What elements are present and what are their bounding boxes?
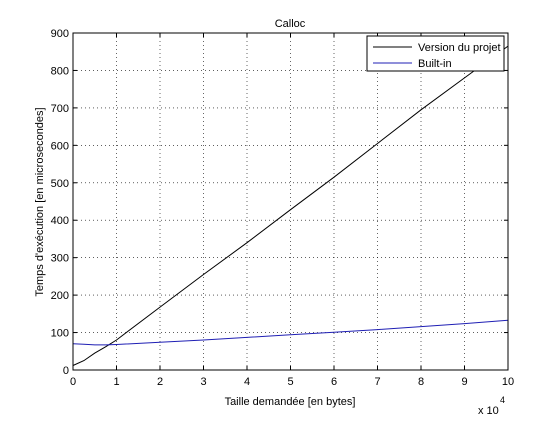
series-line-1 bbox=[72, 319, 509, 346]
chart-title: Calloc bbox=[275, 18, 306, 30]
x-exponent-label: x 10 bbox=[478, 405, 499, 417]
x-tick-label: 3 bbox=[200, 376, 206, 388]
y-axis-label: Temps d'exécution [en microsecondes] bbox=[34, 107, 46, 296]
y-tick-label: 200 bbox=[51, 290, 69, 302]
x-axis-label: Taille demandée [en bytes] bbox=[225, 396, 356, 408]
x-tick-label: 2 bbox=[157, 376, 163, 388]
legend: Version du projet Built-in bbox=[366, 35, 505, 72]
x-tick-label: 10 bbox=[502, 376, 514, 388]
y-tick-label: 400 bbox=[51, 215, 69, 227]
y-tick-label: 100 bbox=[51, 328, 69, 340]
x-tick-label: 8 bbox=[418, 376, 424, 388]
legend-label-series-1: Built-in bbox=[418, 58, 452, 70]
x-tick-label: 5 bbox=[287, 376, 293, 388]
x-tick-label: 7 bbox=[374, 376, 380, 388]
y-tick-label: 300 bbox=[51, 253, 69, 265]
series-line-0 bbox=[72, 45, 509, 366]
y-tick-label: 900 bbox=[51, 28, 69, 40]
y-tick-label: 800 bbox=[51, 65, 69, 77]
legend-label-series-0: Version du projet bbox=[418, 42, 501, 54]
y-tick-label: 500 bbox=[51, 178, 69, 190]
y-tick-label: 0 bbox=[63, 365, 69, 377]
x-tick-label: 1 bbox=[113, 376, 119, 388]
x-tick-label: 9 bbox=[461, 376, 467, 388]
legend-box bbox=[366, 35, 505, 72]
y-tick-label: 600 bbox=[51, 140, 69, 152]
x-tick-label: 4 bbox=[244, 376, 250, 388]
x-exponent-power: 4 bbox=[500, 395, 505, 405]
x-tick-label: 0 bbox=[70, 376, 76, 388]
x-tick-label: 6 bbox=[331, 376, 337, 388]
y-tick-label: 700 bbox=[51, 103, 69, 115]
